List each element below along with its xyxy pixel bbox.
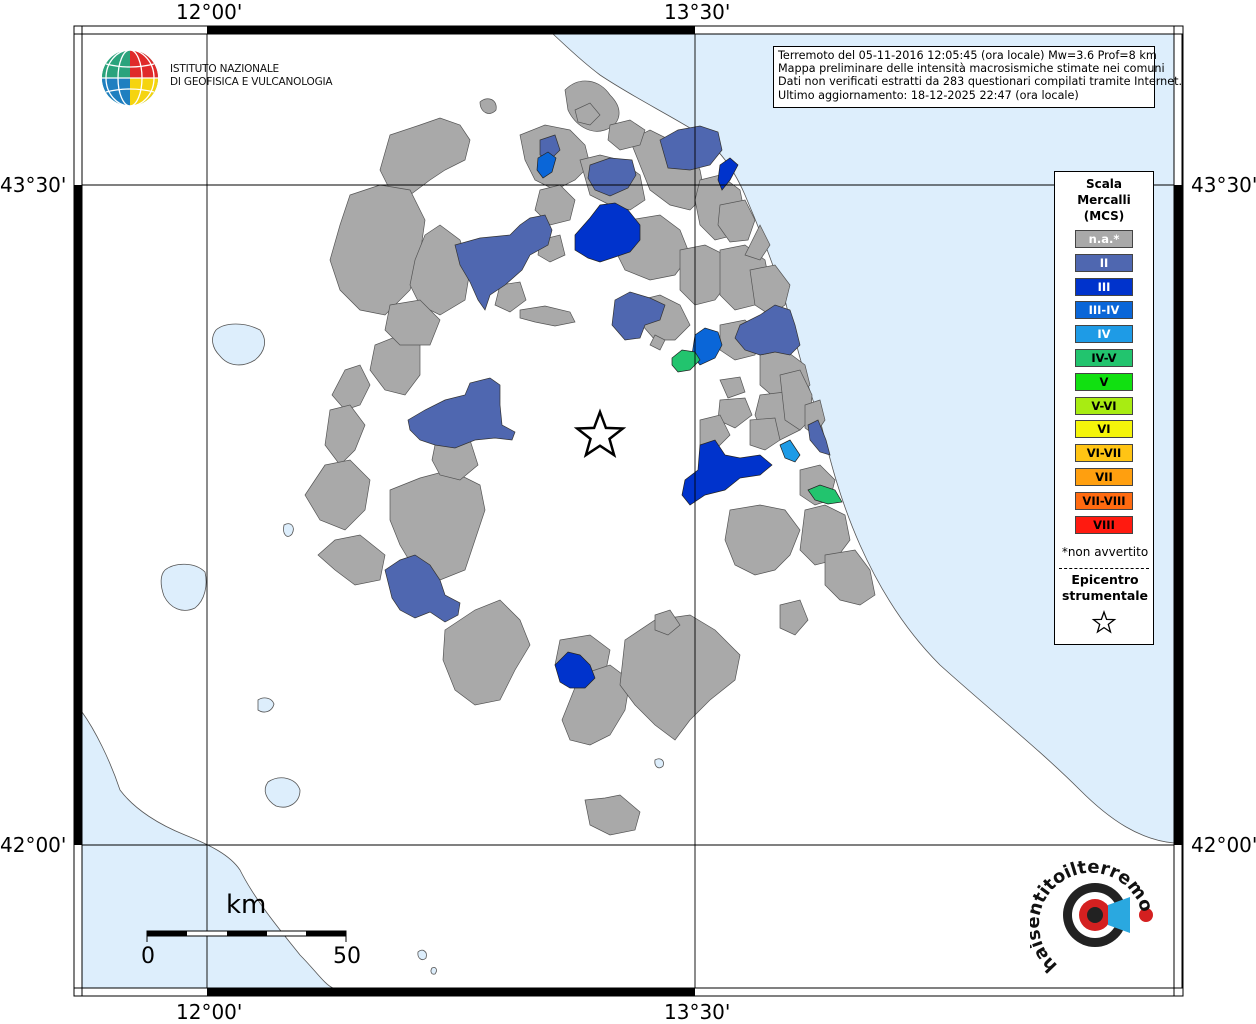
legend-title: Scala Mercalli (MCS) bbox=[1055, 176, 1153, 224]
institute-line2: DI GEOFISICA E VULCANOLOGIA bbox=[170, 76, 333, 88]
tyrrhenian-sea bbox=[81, 710, 334, 989]
legend-item-vi-vii: VI-VII bbox=[1075, 444, 1133, 463]
legend-item-iii-iv: III-IV bbox=[1075, 301, 1133, 320]
scale-start: 0 bbox=[141, 944, 155, 969]
legend-item-iv-v: IV-V bbox=[1075, 349, 1133, 367]
scale-unit: km bbox=[226, 890, 267, 920]
lake-bracciano bbox=[264, 777, 301, 808]
institute-name: ISTITUTO NAZIONALE DI GEOFISICA E VULCAN… bbox=[170, 63, 333, 89]
graticule bbox=[82, 34, 1174, 988]
legend-item-v-vi: V-VI bbox=[1075, 396, 1133, 415]
legend-title-2: Mercalli bbox=[1077, 193, 1131, 207]
scale-end: 50 bbox=[333, 944, 361, 969]
ingv-globe-icon bbox=[102, 49, 158, 107]
mcs-legend: Scala Mercalli (MCS) n.a.* II III III-IV IV I… bbox=[1054, 171, 1154, 645]
lon-label-top-right: 13°30' bbox=[664, 0, 731, 24]
lake-small-1 bbox=[654, 758, 664, 769]
scale-bar bbox=[146, 930, 347, 942]
legend-star-icon bbox=[1091, 610, 1117, 634]
municipalities-iii bbox=[554, 157, 773, 689]
lon-label-bottom-left: 12°00' bbox=[176, 1000, 243, 1024]
legend-item-ii: II bbox=[1075, 253, 1133, 272]
legend-note: *non avvertito bbox=[1061, 545, 1149, 559]
event-info-box: Terremoto del 05-11-2016 12:05:45 (ora l… bbox=[773, 46, 1183, 108]
epicenter-star-icon bbox=[573, 408, 627, 459]
legend-item-vii: VII bbox=[1075, 468, 1133, 486]
legend-separator bbox=[1059, 568, 1149, 569]
institute-line1: ISTITUTO NAZIONALE bbox=[170, 63, 279, 75]
legend-item-n-a: n.a.* bbox=[1075, 230, 1133, 248]
legend-item-iv: IV bbox=[1075, 325, 1133, 344]
lake-trasimeno bbox=[212, 323, 265, 366]
legend-item-viii: VIII bbox=[1075, 515, 1133, 534]
legend-title-1: Scala bbox=[1085, 177, 1123, 191]
lake-small-3 bbox=[430, 967, 437, 975]
legend-item-v: V bbox=[1075, 372, 1133, 391]
info-line-update: Ultimo aggiornamento: 18-12-2025 22:47 (… bbox=[778, 88, 1079, 102]
haisentito-logo-icon: haisentitoilterremoto.it bbox=[1030, 855, 1157, 976]
lon-label-top-left: 12°00' bbox=[176, 0, 243, 24]
lat-label-right-top: 43°30' bbox=[1191, 173, 1256, 197]
legend-epicenter-2: strumentale bbox=[1061, 588, 1149, 603]
lon-label-bottom-right: 13°30' bbox=[664, 1000, 731, 1024]
legend-epicenter-1: Epicentro bbox=[1071, 572, 1139, 587]
info-line-data: Dati non verificati estratti da 283 ques… bbox=[778, 75, 1183, 89]
lake-vico bbox=[257, 697, 275, 713]
frame-ticks bbox=[73, 25, 1183, 997]
lake-small-4 bbox=[283, 523, 294, 537]
legend-item-iii: III bbox=[1075, 277, 1133, 296]
legend-item-vii-viii: VII-VIII bbox=[1075, 491, 1133, 510]
municipalities-ii bbox=[384, 125, 831, 623]
legend-epicenter-label: Epicentro strumentale bbox=[1055, 572, 1155, 604]
lake-small-2 bbox=[417, 949, 427, 960]
legend-item-vi: VI bbox=[1075, 420, 1133, 439]
legend-title-3: (MCS) bbox=[1083, 209, 1125, 223]
info-line-map: Mappa preliminare delle intensità macros… bbox=[778, 62, 1165, 76]
lat-label-right-bottom: 42°00' bbox=[1191, 833, 1256, 857]
lake-bolsena bbox=[160, 563, 207, 611]
municipalities-iv bbox=[779, 439, 801, 463]
lat-label-left-top: 43°30' bbox=[0, 173, 67, 197]
lat-label-left-bottom: 42°00' bbox=[0, 833, 67, 857]
info-line-event: Terremoto del 05-11-2016 12:05:45 (ora l… bbox=[778, 49, 1157, 62]
